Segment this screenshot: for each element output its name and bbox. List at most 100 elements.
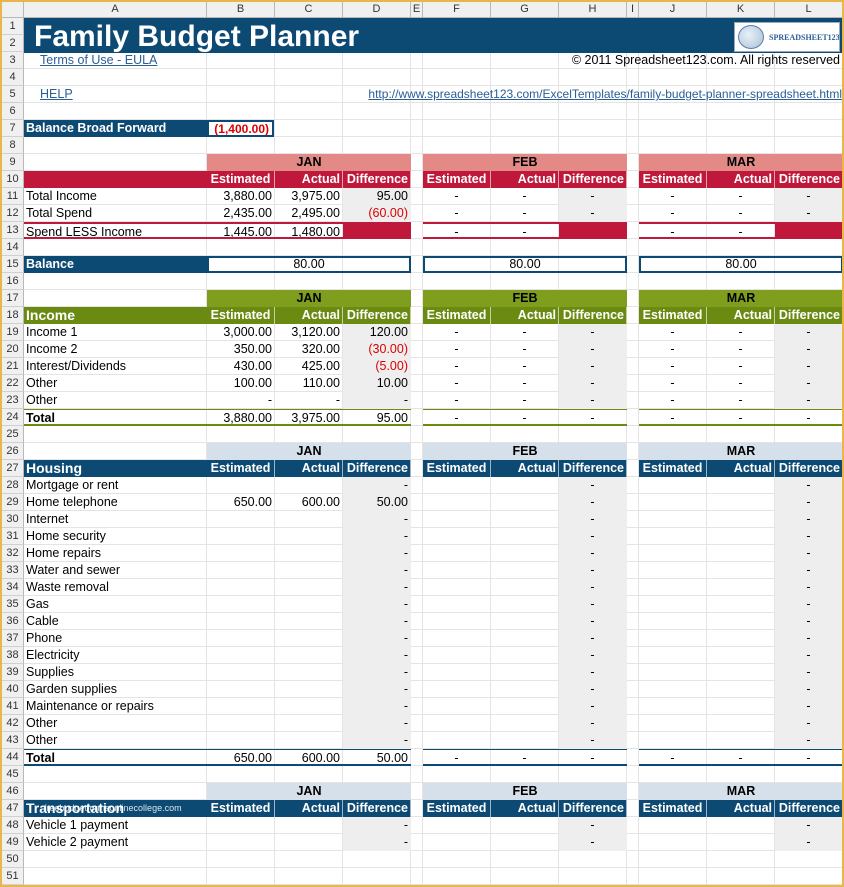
housing-actual-cell[interactable] <box>275 562 343 579</box>
housing-actual-cell[interactable] <box>275 596 343 613</box>
income-actual-cell[interactable]: 425.00 <box>301 359 340 373</box>
row-header-34[interactable]: 34 <box>2 579 24 596</box>
housing-actual-cell[interactable] <box>707 732 775 749</box>
column-header-a[interactable]: A <box>24 2 207 18</box>
column-header-c[interactable]: C <box>275 2 343 18</box>
column-header-d[interactable]: D <box>343 2 411 18</box>
housing-actual-cell[interactable] <box>491 562 559 579</box>
housing-estimated-cell[interactable] <box>207 511 275 528</box>
income-estimated-cell[interactable]: - <box>454 393 459 407</box>
row-header-28[interactable]: 28 <box>2 477 24 494</box>
row-header-50[interactable]: 50 <box>2 851 24 868</box>
housing-estimated-cell[interactable] <box>639 596 707 613</box>
income-estimated-cell[interactable]: - <box>670 325 675 339</box>
row-header-36[interactable]: 36 <box>2 613 24 630</box>
row-header-47[interactable]: 47 <box>2 800 24 817</box>
housing-estimated-cell[interactable] <box>423 715 491 732</box>
housing-estimated-cell[interactable] <box>423 477 491 494</box>
housing-actual-cell[interactable] <box>707 545 775 562</box>
housing-actual-cell[interactable] <box>275 681 343 698</box>
row-header-7[interactable]: 7 <box>2 120 24 137</box>
transportation-estimated-cell[interactable] <box>423 817 491 834</box>
housing-estimated-cell[interactable] <box>639 545 707 562</box>
housing-actual-cell[interactable] <box>275 528 343 545</box>
row-header-4[interactable]: 4 <box>2 69 24 86</box>
housing-estimated-cell[interactable] <box>207 647 275 664</box>
housing-actual-cell[interactable] <box>491 545 559 562</box>
housing-actual-cell[interactable] <box>491 630 559 647</box>
housing-estimated-cell[interactable] <box>207 596 275 613</box>
housing-actual-cell[interactable] <box>491 715 559 732</box>
housing-estimated-cell[interactable] <box>423 681 491 698</box>
income-estimated-cell[interactable]: - <box>670 342 675 356</box>
row-header-49[interactable]: 49 <box>2 834 24 851</box>
row-header-48[interactable]: 48 <box>2 817 24 834</box>
row-header-11[interactable]: 11 <box>2 188 24 205</box>
housing-actual-cell[interactable] <box>275 477 343 494</box>
housing-actual-cell[interactable] <box>275 579 343 596</box>
housing-actual-cell[interactable] <box>275 698 343 715</box>
income-actual-cell[interactable]: - <box>522 376 527 390</box>
housing-actual-cell[interactable] <box>707 715 775 732</box>
income-actual-cell[interactable]: 3,120.00 <box>291 325 340 339</box>
column-header-f[interactable]: F <box>423 2 491 18</box>
row-header-6[interactable]: 6 <box>2 103 24 120</box>
row-header-26[interactable]: 26 <box>2 443 24 460</box>
row-header-3[interactable]: 3 <box>2 52 24 69</box>
income-estimated-cell[interactable]: 3,000.00 <box>223 325 272 339</box>
housing-estimated-cell[interactable] <box>639 664 707 681</box>
housing-actual-cell[interactable] <box>275 664 343 681</box>
income-estimated-cell[interactable]: - <box>454 325 459 339</box>
housing-actual-cell[interactable] <box>275 630 343 647</box>
housing-estimated-cell[interactable] <box>207 732 275 749</box>
row-header-9[interactable]: 9 <box>2 154 24 171</box>
housing-estimated-cell[interactable] <box>207 528 275 545</box>
row-header-5[interactable]: 5 <box>2 86 24 103</box>
housing-actual-cell[interactable] <box>707 511 775 528</box>
housing-actual-cell[interactable] <box>707 647 775 664</box>
housing-estimated-cell[interactable] <box>207 545 275 562</box>
income-estimated-cell[interactable]: - <box>670 393 675 407</box>
row-header-30[interactable]: 30 <box>2 511 24 528</box>
row-header-15[interactable]: 15 <box>2 256 24 273</box>
income-actual-cell[interactable]: - <box>335 393 340 407</box>
transportation-actual-cell[interactable] <box>491 817 559 834</box>
column-header-b[interactable]: B <box>207 2 275 18</box>
housing-actual-cell[interactable] <box>491 698 559 715</box>
housing-actual-cell[interactable] <box>275 545 343 562</box>
housing-actual-cell[interactable] <box>275 715 343 732</box>
terms-of-use-link[interactable]: Terms of Use - EULA <box>40 53 158 67</box>
income-estimated-cell[interactable]: 430.00 <box>233 359 272 373</box>
row-header-18[interactable]: 18 <box>2 307 24 324</box>
row-header-35[interactable]: 35 <box>2 596 24 613</box>
housing-estimated-cell[interactable] <box>423 528 491 545</box>
housing-estimated-cell[interactable] <box>639 732 707 749</box>
income-estimated-cell[interactable]: - <box>670 359 675 373</box>
housing-estimated-cell[interactable] <box>423 562 491 579</box>
housing-actual-cell[interactable] <box>707 494 775 511</box>
column-header-g[interactable]: G <box>491 2 559 18</box>
row-header-19[interactable]: 19 <box>2 324 24 341</box>
housing-estimated-cell[interactable] <box>423 545 491 562</box>
housing-estimated-cell[interactable] <box>639 477 707 494</box>
housing-actual-cell[interactable] <box>707 528 775 545</box>
row-header-22[interactable]: 22 <box>2 375 24 392</box>
income-estimated-cell[interactable]: - <box>267 393 272 407</box>
row-header-24[interactable]: 24 <box>2 409 24 426</box>
transportation-actual-cell[interactable] <box>275 834 343 851</box>
income-actual-cell[interactable]: - <box>738 325 743 339</box>
transportation-estimated-cell[interactable] <box>207 817 275 834</box>
housing-actual-cell[interactable] <box>491 681 559 698</box>
housing-actual-cell[interactable] <box>491 596 559 613</box>
income-estimated-cell[interactable]: - <box>454 359 459 373</box>
housing-actual-cell[interactable] <box>275 647 343 664</box>
row-header-20[interactable]: 20 <box>2 341 24 358</box>
row-header-16[interactable]: 16 <box>2 273 24 290</box>
housing-actual-cell[interactable] <box>491 477 559 494</box>
row-header-38[interactable]: 38 <box>2 647 24 664</box>
housing-actual-cell[interactable] <box>491 494 559 511</box>
housing-actual-cell[interactable] <box>707 698 775 715</box>
housing-estimated-cell[interactable] <box>639 494 707 511</box>
housing-actual-cell[interactable] <box>707 579 775 596</box>
housing-estimated-cell[interactable] <box>207 562 275 579</box>
